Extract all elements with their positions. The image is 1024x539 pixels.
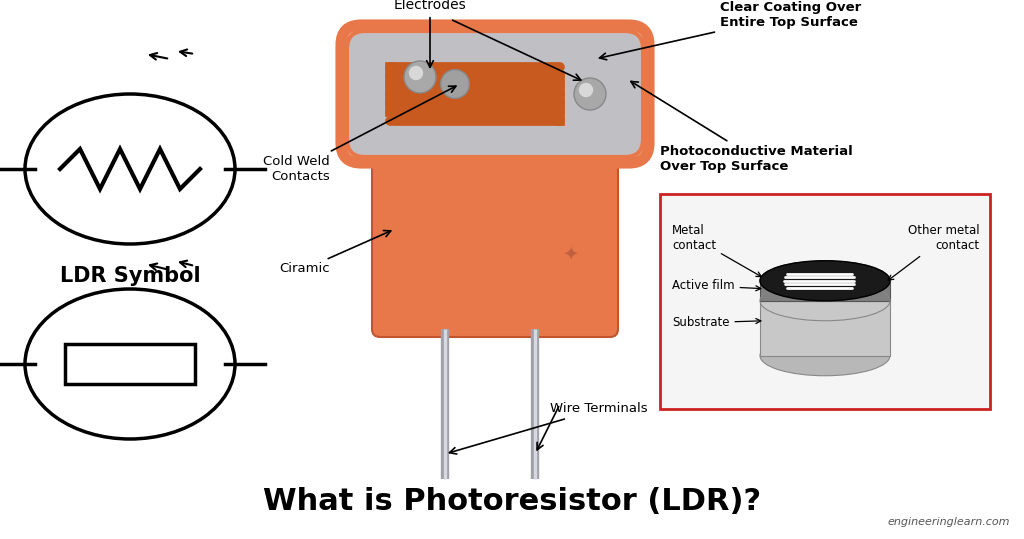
Text: Substrate: Substrate	[672, 316, 761, 329]
Text: Active film: Active film	[672, 279, 761, 292]
Circle shape	[574, 78, 606, 110]
Text: What is Photoresistor (LDR)?: What is Photoresistor (LDR)?	[263, 487, 761, 515]
Text: Ciramic: Ciramic	[280, 231, 391, 275]
Text: Metal
contact: Metal contact	[672, 224, 762, 277]
Ellipse shape	[760, 261, 890, 301]
Text: Other metal
contact: Other metal contact	[889, 224, 980, 280]
Text: Cold Weld
Contacts: Cold Weld Contacts	[263, 86, 456, 183]
Polygon shape	[760, 301, 890, 356]
Ellipse shape	[760, 261, 890, 301]
Polygon shape	[760, 281, 890, 301]
Text: Electrodes: Electrodes	[393, 0, 466, 67]
Circle shape	[409, 66, 423, 80]
Text: Clear Coating Over
Entire Top Surface: Clear Coating Over Entire Top Surface	[599, 1, 861, 60]
Ellipse shape	[760, 336, 890, 376]
Text: ✦: ✦	[562, 245, 579, 264]
Text: Photoconductive Material
Over Top Surface: Photoconductive Material Over Top Surfac…	[631, 81, 853, 173]
Bar	[65, 344, 195, 384]
Circle shape	[404, 61, 436, 93]
Bar	[660, 194, 990, 409]
Circle shape	[579, 83, 593, 97]
FancyBboxPatch shape	[347, 31, 643, 157]
Text: LDR Symbol: LDR Symbol	[59, 266, 201, 286]
FancyBboxPatch shape	[372, 101, 618, 337]
Circle shape	[440, 70, 469, 99]
Text: Wire Terminals: Wire Terminals	[450, 403, 647, 454]
Text: engineeringlearn.com: engineeringlearn.com	[888, 517, 1010, 527]
